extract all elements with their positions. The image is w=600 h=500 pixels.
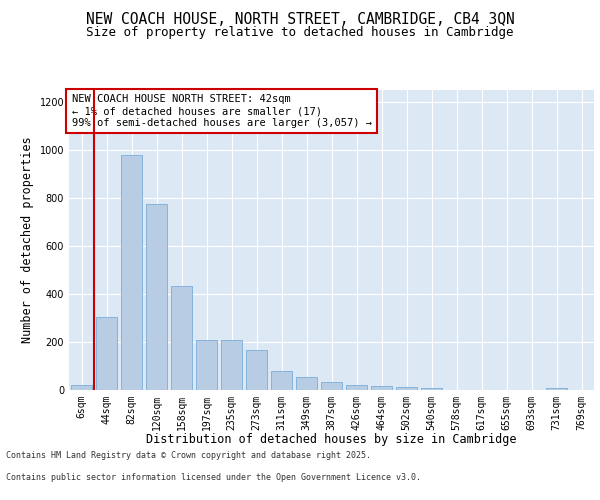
Bar <box>121 155 142 390</box>
Bar <box>321 382 342 390</box>
Bar <box>246 350 267 390</box>
Bar <box>546 388 567 390</box>
X-axis label: Distribution of detached houses by size in Cambridge: Distribution of detached houses by size … <box>146 433 517 446</box>
Bar <box>71 384 92 390</box>
Bar <box>296 377 317 390</box>
Text: NEW COACH HOUSE, NORTH STREET, CAMBRIDGE, CB4 3QN: NEW COACH HOUSE, NORTH STREET, CAMBRIDGE… <box>86 12 514 28</box>
Bar <box>96 317 117 390</box>
Bar <box>146 204 167 390</box>
Bar <box>271 371 292 390</box>
Bar <box>221 340 242 390</box>
Bar <box>371 386 392 390</box>
Bar <box>421 388 442 390</box>
Bar <box>396 387 417 390</box>
Text: Size of property relative to detached houses in Cambridge: Size of property relative to detached ho… <box>86 26 514 39</box>
Bar <box>196 340 217 390</box>
Bar <box>171 286 192 390</box>
Bar <box>346 384 367 390</box>
Y-axis label: Number of detached properties: Number of detached properties <box>21 136 34 344</box>
Text: Contains HM Land Registry data © Crown copyright and database right 2025.: Contains HM Land Registry data © Crown c… <box>6 450 371 460</box>
Text: Contains public sector information licensed under the Open Government Licence v3: Contains public sector information licen… <box>6 473 421 482</box>
Text: NEW COACH HOUSE NORTH STREET: 42sqm
← 1% of detached houses are smaller (17)
99%: NEW COACH HOUSE NORTH STREET: 42sqm ← 1%… <box>71 94 371 128</box>
